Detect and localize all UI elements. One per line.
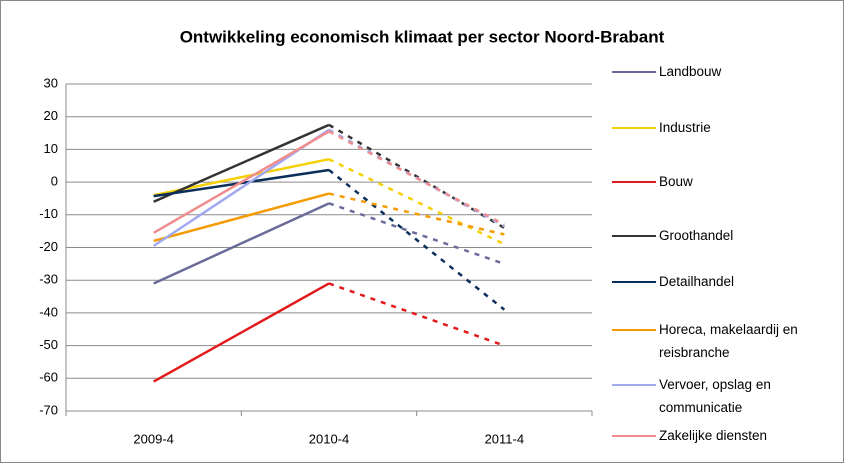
legend-swatch: [612, 281, 656, 283]
legend-entry: Industrie: [612, 116, 840, 139]
x-tick-label: 2009-4: [133, 431, 173, 446]
y-tick-label: 30: [44, 75, 58, 90]
legend-entry: Bouw: [612, 170, 840, 193]
series-line-dashed: [328, 169, 506, 311]
legend-label: Detailhandel: [659, 274, 735, 289]
series-line-dashed: [328, 192, 505, 236]
legend-swatch: [612, 435, 656, 437]
y-tick-label: 0: [51, 174, 58, 189]
x-tick-label: 2011-4: [485, 431, 525, 446]
y-tick-label: -10: [39, 206, 58, 221]
chart-title: Ontwikkeling economisch klimaat per sect…: [180, 27, 665, 46]
legend-swatch: [612, 71, 656, 73]
y-tick-label: 20: [44, 108, 58, 123]
legend-swatch: [612, 235, 656, 237]
legend-entry: Landbouw: [612, 60, 840, 83]
legend-swatch: [612, 181, 656, 183]
series-line-dashed: [328, 282, 505, 347]
legend-label: Zakelijke diensten: [659, 428, 768, 443]
legend-entry: Horeca, makelaardij en reisbranche: [612, 318, 840, 364]
y-tick-label: -30: [39, 272, 58, 287]
series-line-dashed: [328, 202, 505, 266]
legend-entry: Vervoer, opslag en communicatie: [612, 373, 840, 419]
legend-swatch: [612, 329, 656, 331]
y-tick-label: -50: [39, 337, 58, 352]
series-line: [153, 192, 330, 243]
legend-entry: Detailhandel: [612, 270, 840, 293]
legend-label: Vervoer, opslag en communicatie: [659, 377, 771, 415]
legend-label: Industrie: [659, 120, 711, 135]
legend-label: Groothandel: [659, 228, 734, 243]
legend-swatch: [612, 127, 656, 129]
legend-label: Bouw: [659, 174, 693, 189]
y-tick-label: -60: [39, 370, 58, 385]
legend-swatch: [612, 384, 656, 386]
legend-label: Horeca, makelaardij en reisbranche: [659, 322, 798, 360]
y-tick-label: -40: [39, 304, 58, 319]
series-line: [153, 202, 330, 285]
y-tick-label: -70: [39, 402, 58, 417]
series-line: [153, 282, 330, 383]
x-tick-label: 2010-4: [309, 431, 349, 446]
series-line: [153, 123, 330, 203]
legend-entry: Zakelijke diensten: [612, 424, 840, 447]
series-line: [153, 130, 330, 234]
legend-label: Landbouw: [659, 64, 722, 79]
y-tick-label: -20: [39, 239, 58, 254]
legend-entry: Groothandel: [612, 224, 840, 247]
series-line-dashed: [328, 130, 505, 226]
y-tick-label: 10: [44, 141, 58, 156]
